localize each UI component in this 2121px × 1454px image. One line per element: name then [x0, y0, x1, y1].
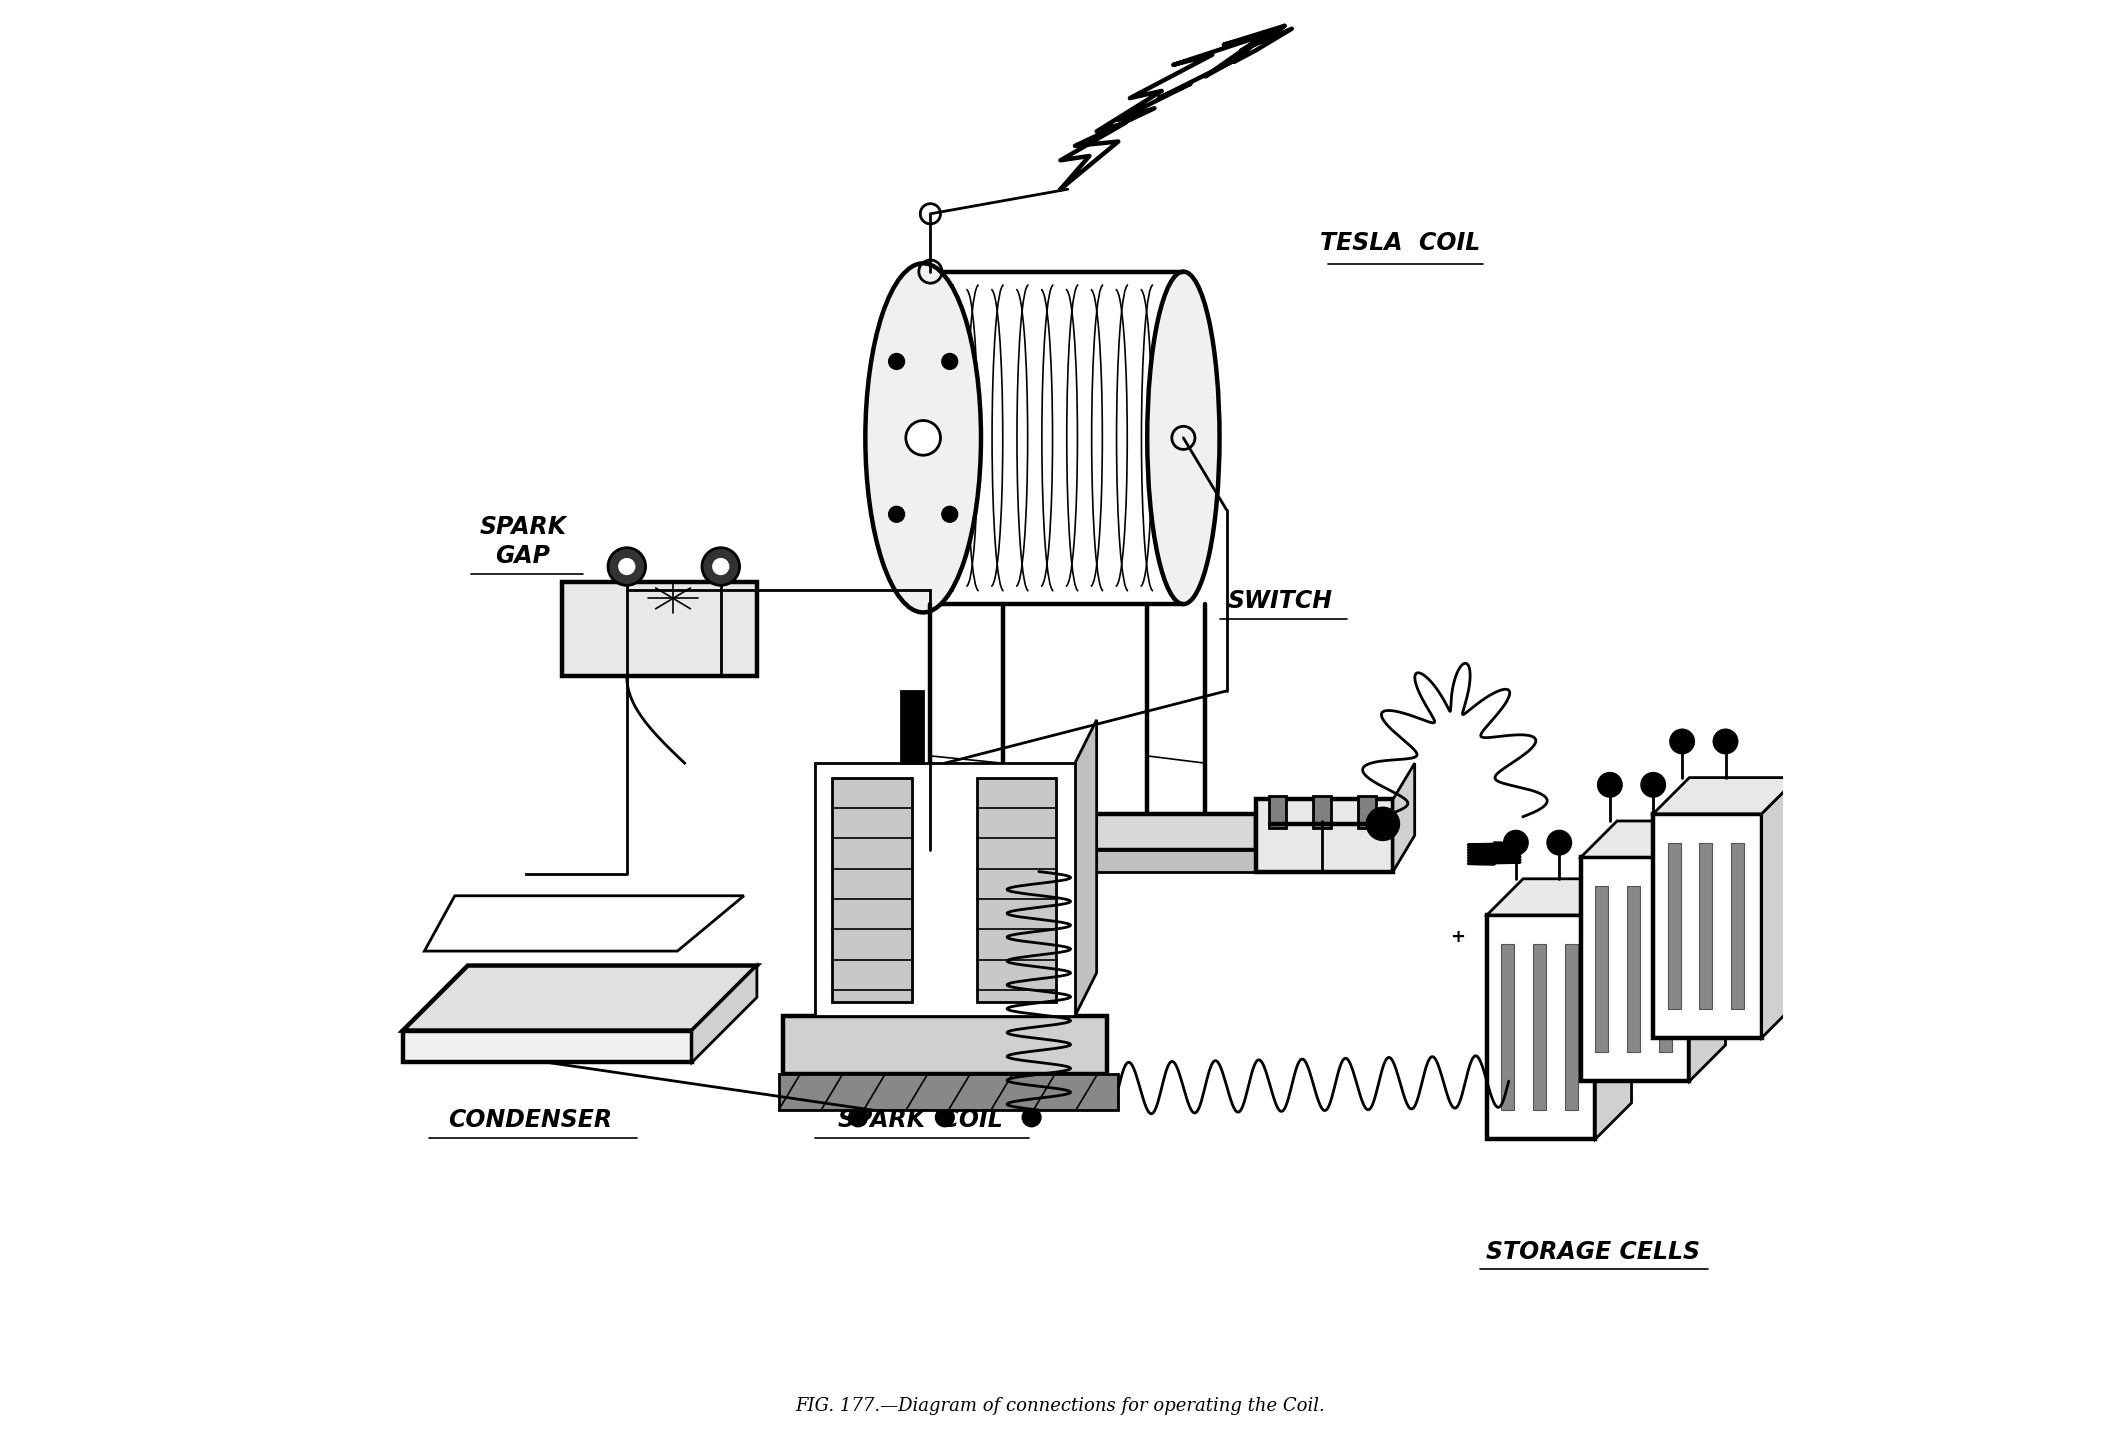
Circle shape	[848, 1108, 867, 1125]
Bar	[1313, 797, 1330, 829]
Circle shape	[1642, 774, 1665, 797]
Bar	[783, 1016, 1107, 1075]
Polygon shape	[1487, 878, 1631, 915]
Circle shape	[889, 507, 904, 522]
Bar	[1565, 944, 1578, 1109]
Bar	[1357, 797, 1377, 829]
Bar	[872, 851, 1256, 871]
Polygon shape	[403, 1031, 691, 1063]
Circle shape	[1671, 730, 1695, 753]
Ellipse shape	[865, 263, 982, 612]
Bar	[1268, 797, 1285, 829]
Bar	[831, 778, 912, 1002]
Circle shape	[1366, 808, 1398, 840]
Bar	[1659, 885, 1671, 1053]
Bar	[901, 691, 923, 763]
Polygon shape	[1652, 778, 1799, 814]
Bar	[1627, 885, 1640, 1053]
Text: TESLA  COIL: TESLA COIL	[1319, 231, 1480, 254]
Bar	[1595, 885, 1608, 1053]
Text: SPARK: SPARK	[479, 516, 566, 539]
Text: CONDENSER: CONDENSER	[448, 1108, 613, 1133]
Circle shape	[619, 560, 634, 574]
Bar	[778, 1075, 1118, 1109]
Polygon shape	[424, 896, 744, 951]
Polygon shape	[1580, 822, 1726, 856]
Ellipse shape	[1147, 272, 1220, 603]
Text: SPARK  COIL: SPARK COIL	[838, 1108, 1003, 1133]
Circle shape	[702, 548, 740, 586]
Bar	[1487, 915, 1595, 1138]
Bar	[1667, 843, 1680, 1009]
Bar	[1652, 814, 1763, 1038]
Bar	[1580, 856, 1688, 1082]
Polygon shape	[1060, 26, 1292, 189]
Polygon shape	[1688, 822, 1726, 1082]
Bar	[1256, 800, 1393, 871]
Bar	[562, 583, 757, 676]
Text: GAP: GAP	[494, 544, 549, 569]
Polygon shape	[1075, 720, 1097, 1016]
Text: STORAGE CELLS: STORAGE CELLS	[1485, 1240, 1699, 1264]
Circle shape	[1548, 832, 1572, 853]
Bar	[880, 814, 1256, 851]
Bar	[1699, 843, 1712, 1009]
Polygon shape	[691, 965, 757, 1063]
Circle shape	[935, 1108, 954, 1125]
Bar	[814, 763, 1075, 1016]
Bar	[976, 778, 1056, 1002]
Text: FIG. 177.—Diagram of connections for operating the Coil.: FIG. 177.—Diagram of connections for ope…	[795, 1397, 1326, 1415]
Bar	[1502, 944, 1514, 1109]
Polygon shape	[1595, 878, 1631, 1138]
Bar	[1731, 843, 1743, 1009]
Circle shape	[889, 355, 904, 369]
Polygon shape	[1393, 763, 1415, 871]
Circle shape	[713, 560, 728, 574]
Bar	[1533, 944, 1546, 1109]
Text: SWITCH: SWITCH	[1228, 589, 1332, 614]
Circle shape	[609, 548, 645, 586]
Circle shape	[1599, 774, 1620, 797]
Polygon shape	[1763, 778, 1799, 1038]
Circle shape	[1504, 832, 1527, 853]
Circle shape	[942, 355, 957, 369]
Text: +: +	[1451, 928, 1466, 945]
Circle shape	[1714, 730, 1737, 753]
Circle shape	[906, 420, 940, 455]
Polygon shape	[403, 965, 757, 1031]
Circle shape	[1022, 1108, 1039, 1125]
Circle shape	[942, 507, 957, 522]
